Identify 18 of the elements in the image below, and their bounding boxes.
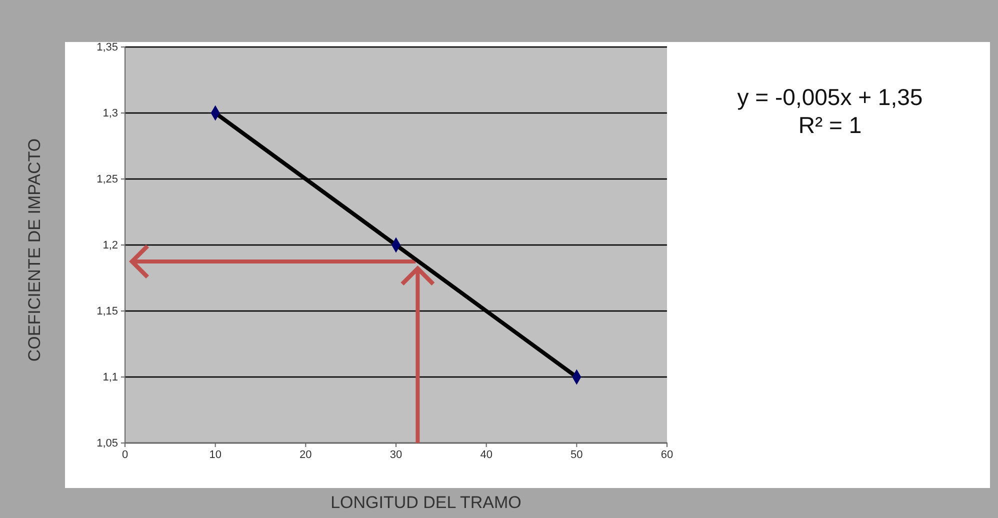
x-tick-label: 20 [300,448,312,461]
x-tick-label: 40 [480,448,492,461]
y-tick-label: 1,05 [96,438,118,450]
y-tick-label: 1,1 [102,372,118,384]
text: R² = 1 [798,112,862,138]
x-axis-title: LONGITUD DEL TRAMO [330,493,522,512]
x-tick-label: 0 [122,448,128,461]
x-tick-label: 50 [570,448,583,461]
x-tick-label: 10 [209,448,222,461]
x-tick-label: 60 [660,448,674,461]
y-tick-label: 1,2 [102,240,118,252]
y-tick-label: 1,3 [102,108,118,120]
text: y = -0,005x + 1,35 [737,84,923,110]
y-tick-label: 1,35 [96,42,118,54]
x-tick-label: 30 [390,448,402,461]
y-tick-label: 1,15 [96,306,118,318]
y-tick-label: 1,25 [96,174,118,186]
y-axis-title: COEFICIENTE DE IMPACTO [25,138,44,362]
